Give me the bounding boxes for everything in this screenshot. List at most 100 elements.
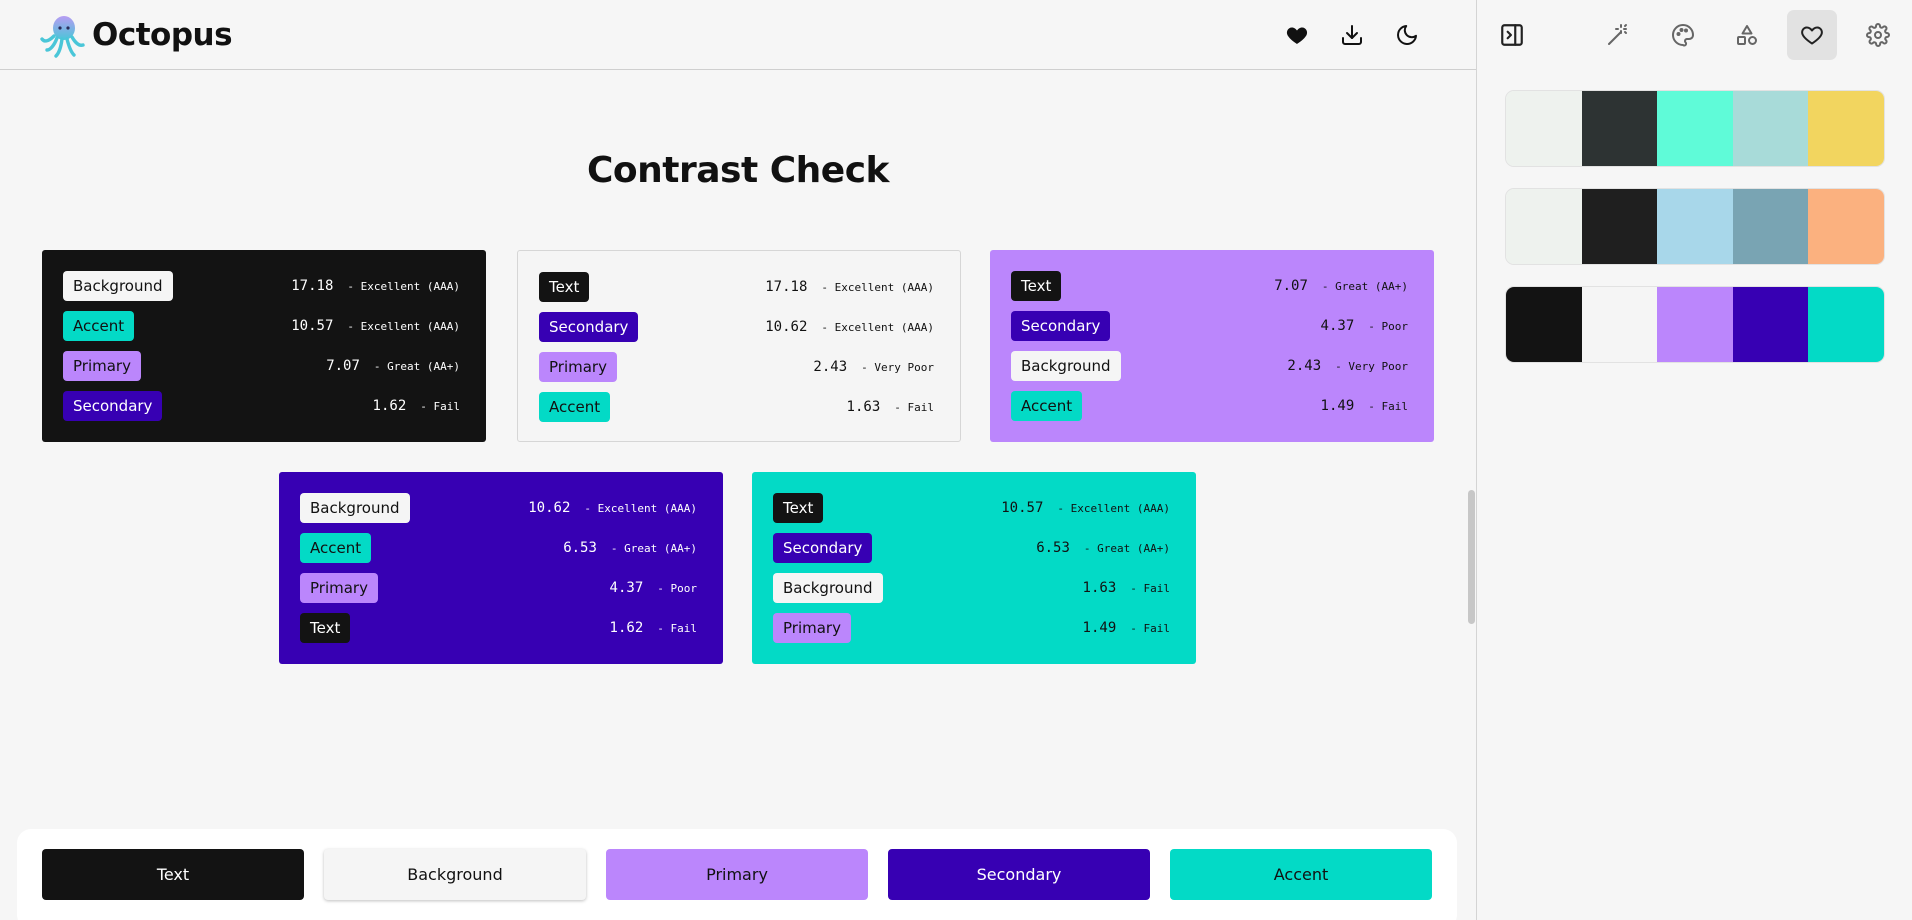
color-swatch[interactable] xyxy=(1732,189,1809,264)
color-chip-primary: Primary xyxy=(773,613,851,643)
contrast-ratio: 1.63 xyxy=(846,399,881,415)
color-button-accent[interactable]: Accent xyxy=(1170,849,1432,900)
contrast-verdict: - Very Poor xyxy=(861,360,934,374)
contrast-verdict: - Poor xyxy=(657,581,697,595)
color-chip-accent: Accent xyxy=(1011,391,1083,421)
contrast-verdict: - Fail xyxy=(1130,581,1170,595)
contrast-card-primary: Text 7.07 - Great (AA+) Secondary 4.37 - Poor… xyxy=(990,250,1434,442)
color-swatch[interactable] xyxy=(1808,287,1884,362)
color-swatch[interactable] xyxy=(1581,189,1658,264)
contrast-ratio: 4.37 xyxy=(1320,318,1355,334)
color-chip-accent: Accent xyxy=(63,311,135,341)
color-chip-text: Text xyxy=(300,613,351,643)
color-chip-text: Text xyxy=(1011,271,1062,301)
shapes-icon xyxy=(1737,25,1757,45)
saved-palette[interactable] xyxy=(1505,188,1885,265)
color-swatch[interactable] xyxy=(1657,189,1733,264)
contrast-ratio: 1.49 xyxy=(1082,620,1117,636)
contrast-ratio: 7.07 xyxy=(1274,278,1308,294)
color-chip-secondary: Secondary xyxy=(773,533,873,563)
contrast-row: Accent 10.57 - Excellent (AAA) xyxy=(63,310,460,342)
color-chip-secondary: Secondary xyxy=(63,391,163,421)
contrast-ratio: 7.07 xyxy=(326,358,360,374)
contrast-verdict: - Excellent (AAA) xyxy=(584,501,697,515)
contrast-card-background: Text 17.18 - Excellent (AAA) Secondary 10.62… xyxy=(517,250,961,442)
saved-palette[interactable] xyxy=(1505,286,1885,363)
contrast-ratio: 2.43 xyxy=(813,359,848,375)
contrast-row: Secondary 6.53 - Great (AA+) xyxy=(773,532,1170,564)
contrast-ratio: 4.37 xyxy=(609,580,644,596)
color-button-secondary[interactable]: Secondary xyxy=(888,849,1150,900)
color-chip-background: Background xyxy=(1011,351,1121,381)
color-button-text[interactable]: Text xyxy=(42,849,304,900)
color-swatch[interactable] xyxy=(1506,189,1582,264)
saved-palette[interactable] xyxy=(1505,90,1885,167)
color-chip-secondary: Secondary xyxy=(1011,311,1111,341)
contrast-ratio: 6.53 xyxy=(1036,540,1070,556)
contrast-verdict: - Very Poor xyxy=(1335,359,1408,373)
color-button-background[interactable]: Background xyxy=(324,849,586,900)
color-chip-accent: Accent xyxy=(539,392,611,422)
contrast-verdict: - Fail xyxy=(420,399,460,413)
contrast-verdict: - Fail xyxy=(1368,399,1408,413)
contrast-verdict: - Great (AA+) xyxy=(1321,279,1408,293)
scrollbar-thumb[interactable] xyxy=(1468,490,1475,624)
app-name: Octopus xyxy=(92,17,233,53)
contrast-ratio: 17.18 xyxy=(291,278,334,294)
color-chip-background: Background xyxy=(300,493,410,523)
contrast-card-text: Background 17.18 - Excellent (AAA) Accent 10… xyxy=(42,250,486,442)
contrast-verdict: - Poor xyxy=(1368,319,1408,333)
contrast-verdict: - Excellent (AAA) xyxy=(821,280,934,294)
contrast-ratio: 1.62 xyxy=(609,620,644,636)
contrast-row: Accent 1.49 - Fail xyxy=(1011,390,1408,422)
magic-wand-icon xyxy=(1608,24,1627,45)
color-swatch[interactable] xyxy=(1657,287,1733,362)
color-swatch[interactable] xyxy=(1808,189,1884,264)
contrast-verdict: - Great (AA+) xyxy=(610,541,697,555)
contrast-row: Background 2.43 - Very Poor xyxy=(1011,350,1408,382)
contrast-ratio: 10.57 xyxy=(1001,500,1044,516)
contrast-card-accent: Text 10.57- Excellent (AAA) Secondary 6.53-… xyxy=(752,472,1196,664)
color-swatch[interactable] xyxy=(1732,287,1809,362)
color-chip-primary: Primary xyxy=(300,573,378,603)
contrast-ratio: 10.62 xyxy=(765,319,808,335)
contrast-row: Primary 7.07 - Great (AA+) xyxy=(63,350,460,382)
color-swatch[interactable] xyxy=(1506,287,1582,362)
contrast-verdict: - Excellent (AAA) xyxy=(1057,501,1170,515)
contrast-ratio: 10.62 xyxy=(528,500,571,516)
color-swatch[interactable] xyxy=(1657,91,1733,166)
gear-icon xyxy=(1866,23,1890,47)
contrast-row: Background 1.63 - Fail xyxy=(773,572,1170,604)
contrast-row: Accent 6.53 - Great (AA+) xyxy=(300,532,697,564)
color-chip-primary: Primary xyxy=(539,352,617,382)
color-swatch[interactable] xyxy=(1732,91,1809,166)
color-swatch[interactable] xyxy=(1581,91,1658,166)
favorites-button[interactable] xyxy=(1281,19,1313,51)
settings-button[interactable] xyxy=(1858,15,1898,55)
color-button-primary[interactable]: Primary xyxy=(606,849,868,900)
download-button[interactable] xyxy=(1336,19,1368,51)
contrast-row: Text 10.57 - Excellent (AAA) xyxy=(773,492,1170,524)
color-swatch[interactable] xyxy=(1808,91,1884,166)
contrast-ratio: 17.18 xyxy=(765,279,808,295)
contrast-verdict: - Fail xyxy=(894,400,934,414)
contrast-verdict: - Great (AA+) xyxy=(1083,541,1170,555)
color-chip-text: Text xyxy=(539,272,590,302)
dark-mode-toggle[interactable] xyxy=(1391,19,1423,51)
color-swatch[interactable] xyxy=(1581,287,1658,362)
contrast-ratio: 1.49 xyxy=(1320,398,1355,414)
contrast-row: Secondary 10.62 - Excellent (AAA) xyxy=(539,311,934,343)
contrast-ratio: 6.53 xyxy=(563,540,597,556)
color-chip-primary: Primary xyxy=(63,351,141,381)
logo[interactable]: Octopus xyxy=(40,12,233,58)
contrast-row: Primary 4.37 - Poor xyxy=(300,572,697,604)
toggle-sidebar-button[interactable] xyxy=(1492,15,1532,55)
contrast-verdict: - Fail xyxy=(1130,621,1170,635)
shapes-button[interactable] xyxy=(1727,15,1767,55)
saved-palettes-button[interactable] xyxy=(1787,10,1837,60)
generate-button[interactable] xyxy=(1598,15,1638,55)
color-swatch[interactable] xyxy=(1506,91,1582,166)
palette-icon xyxy=(1672,24,1694,47)
palette-button[interactable] xyxy=(1663,15,1703,55)
